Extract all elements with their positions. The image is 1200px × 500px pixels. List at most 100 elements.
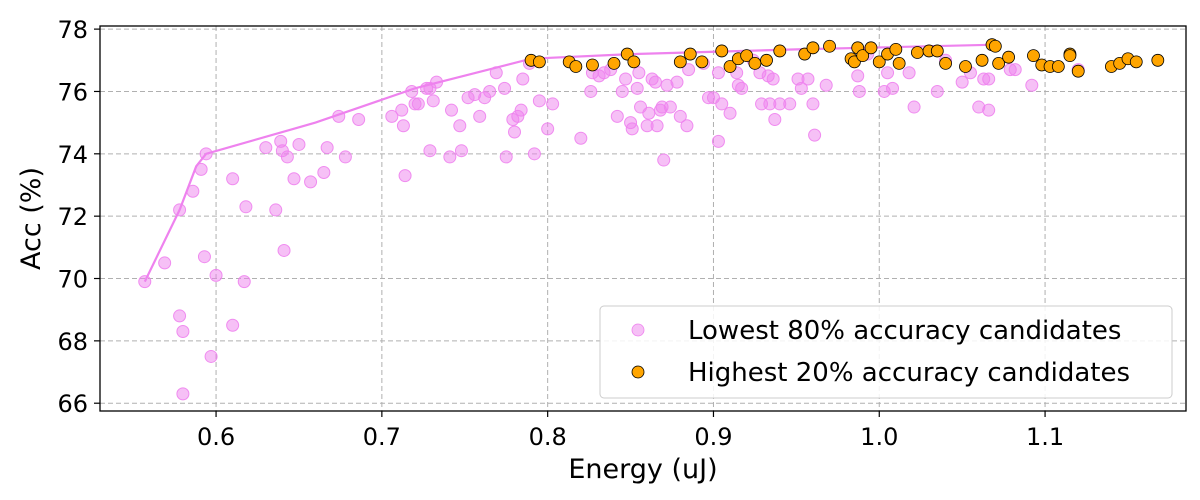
high-accuracy-point: [1027, 49, 1040, 63]
low-accuracy-point: [453, 119, 467, 133]
x-axis-title: Energy (uJ): [568, 454, 717, 485]
high-accuracy-point: [1071, 64, 1085, 78]
high-accuracy-point: [673, 55, 687, 69]
high-accuracy-point: [872, 55, 886, 69]
legend-box: [599, 305, 1173, 399]
low-accuracy-point: [239, 200, 253, 214]
low-accuracy-point: [320, 141, 334, 155]
low-accuracy-point: [584, 84, 598, 98]
low-accuracy-point: [715, 97, 729, 111]
high-accuracy-point: [1051, 60, 1065, 73]
low-accuracy-point: [209, 268, 223, 282]
high-accuracy-points: [524, 38, 1165, 78]
low-accuracy-point: [902, 66, 916, 80]
y-tick-label: 78: [57, 16, 88, 44]
low-accuracy-point: [158, 256, 172, 270]
low-accuracy-points: [138, 47, 1085, 401]
high-accuracy-point: [532, 55, 546, 69]
low-accuracy-point: [930, 84, 944, 98]
low-accuracy-point: [280, 150, 294, 164]
low-accuracy-point: [194, 162, 208, 176]
low-accuracy-point: [625, 122, 639, 136]
low-accuracy-point: [489, 66, 503, 80]
y-tick-label: 66: [57, 390, 88, 418]
low-accuracy-point: [269, 203, 283, 217]
high-accuracy-point: [856, 49, 870, 63]
low-accuracy-point: [574, 131, 588, 145]
low-accuracy-point: [197, 250, 211, 264]
low-accuracy-point: [907, 100, 921, 114]
low-accuracy-point: [292, 137, 306, 151]
low-accuracy-point: [226, 172, 240, 186]
legend-marker-low: [631, 323, 645, 337]
high-accuracy-point: [586, 58, 599, 72]
high-accuracy-point: [695, 55, 709, 69]
x-tick-label: 0.6: [197, 423, 235, 451]
low-accuracy-point: [508, 125, 522, 139]
low-accuracy-point: [473, 109, 487, 123]
y-tick-label: 72: [57, 203, 88, 231]
low-accuracy-point: [801, 72, 815, 86]
low-accuracy-point: [851, 69, 865, 83]
legend: Lowest 80% accuracy candidates Highest 2…: [599, 305, 1173, 399]
high-accuracy-point: [1129, 55, 1143, 69]
low-accuracy-point: [881, 66, 895, 80]
x-tick-label: 1.1: [1026, 423, 1064, 451]
low-accuracy-point: [332, 109, 346, 123]
plot-frame: [99, 25, 1187, 412]
low-accuracy-point: [186, 184, 200, 198]
low-accuracy-point: [711, 66, 725, 80]
high-accuracy-point: [740, 49, 754, 63]
y-axis-ticks: 66 68 70 72 74 76 78: [57, 16, 100, 418]
low-accuracy-point: [766, 72, 780, 86]
high-accuracy-point: [773, 44, 787, 58]
low-accuracy-point: [886, 81, 900, 95]
low-accuracy-point: [768, 113, 782, 127]
low-accuracy-point: [610, 109, 624, 123]
low-accuracy-point: [226, 318, 240, 332]
low-accuracy-point: [352, 113, 366, 127]
low-accuracy-point: [287, 172, 301, 186]
low-accuracy-point: [259, 141, 273, 155]
high-accuracy-point: [723, 60, 737, 73]
x-tick-label: 0.8: [529, 423, 567, 451]
low-accuracy-point: [204, 349, 218, 363]
x-tick-label: 0.9: [694, 423, 732, 451]
low-accuracy-point: [982, 103, 996, 117]
low-accuracy-point: [430, 75, 444, 89]
high-accuracy-point: [569, 60, 583, 73]
x-axis-ticks: 0.6 0.7 0.8 0.9 1.0 1.1: [197, 411, 1064, 451]
low-accuracy-point: [338, 150, 352, 164]
low-accuracy-point: [199, 147, 213, 161]
high-accuracy-point: [1151, 53, 1165, 67]
high-accuracy-point: [683, 47, 697, 61]
low-accuracy-point: [650, 119, 664, 133]
low-accuracy-point: [138, 275, 152, 289]
high-accuracy-point: [823, 39, 836, 53]
low-accuracy-point: [443, 150, 457, 164]
high-accuracy-point: [760, 53, 773, 67]
low-accuracy-point: [405, 84, 419, 98]
low-accuracy-point: [541, 122, 555, 136]
low-accuracy-point: [806, 97, 820, 111]
low-accuracy-point: [619, 72, 633, 86]
frontier-layer: [143, 43, 996, 283]
high-accuracy-point: [889, 42, 903, 56]
low-accuracy-point: [680, 119, 694, 133]
low-accuracy-point: [735, 81, 749, 95]
low-accuracy-point: [426, 94, 440, 108]
low-accuracy-point: [642, 106, 656, 120]
low-accuracy-point: [673, 109, 687, 123]
low-accuracy-point: [630, 81, 644, 95]
legend-label-low: Lowest 80% accuracy candidates: [688, 316, 1121, 346]
y-tick-label: 70: [57, 266, 88, 294]
x-tick-label: 0.7: [363, 423, 401, 451]
high-accuracy-point: [992, 57, 1006, 70]
low-accuracy-point: [304, 175, 318, 189]
low-accuracy-point: [982, 72, 996, 86]
low-accuracy-point: [819, 78, 833, 92]
low-accuracy-point: [723, 106, 737, 120]
high-accuracy-point: [911, 46, 924, 59]
low-accuracy-point: [546, 97, 560, 111]
low-accuracy-point: [173, 203, 187, 217]
